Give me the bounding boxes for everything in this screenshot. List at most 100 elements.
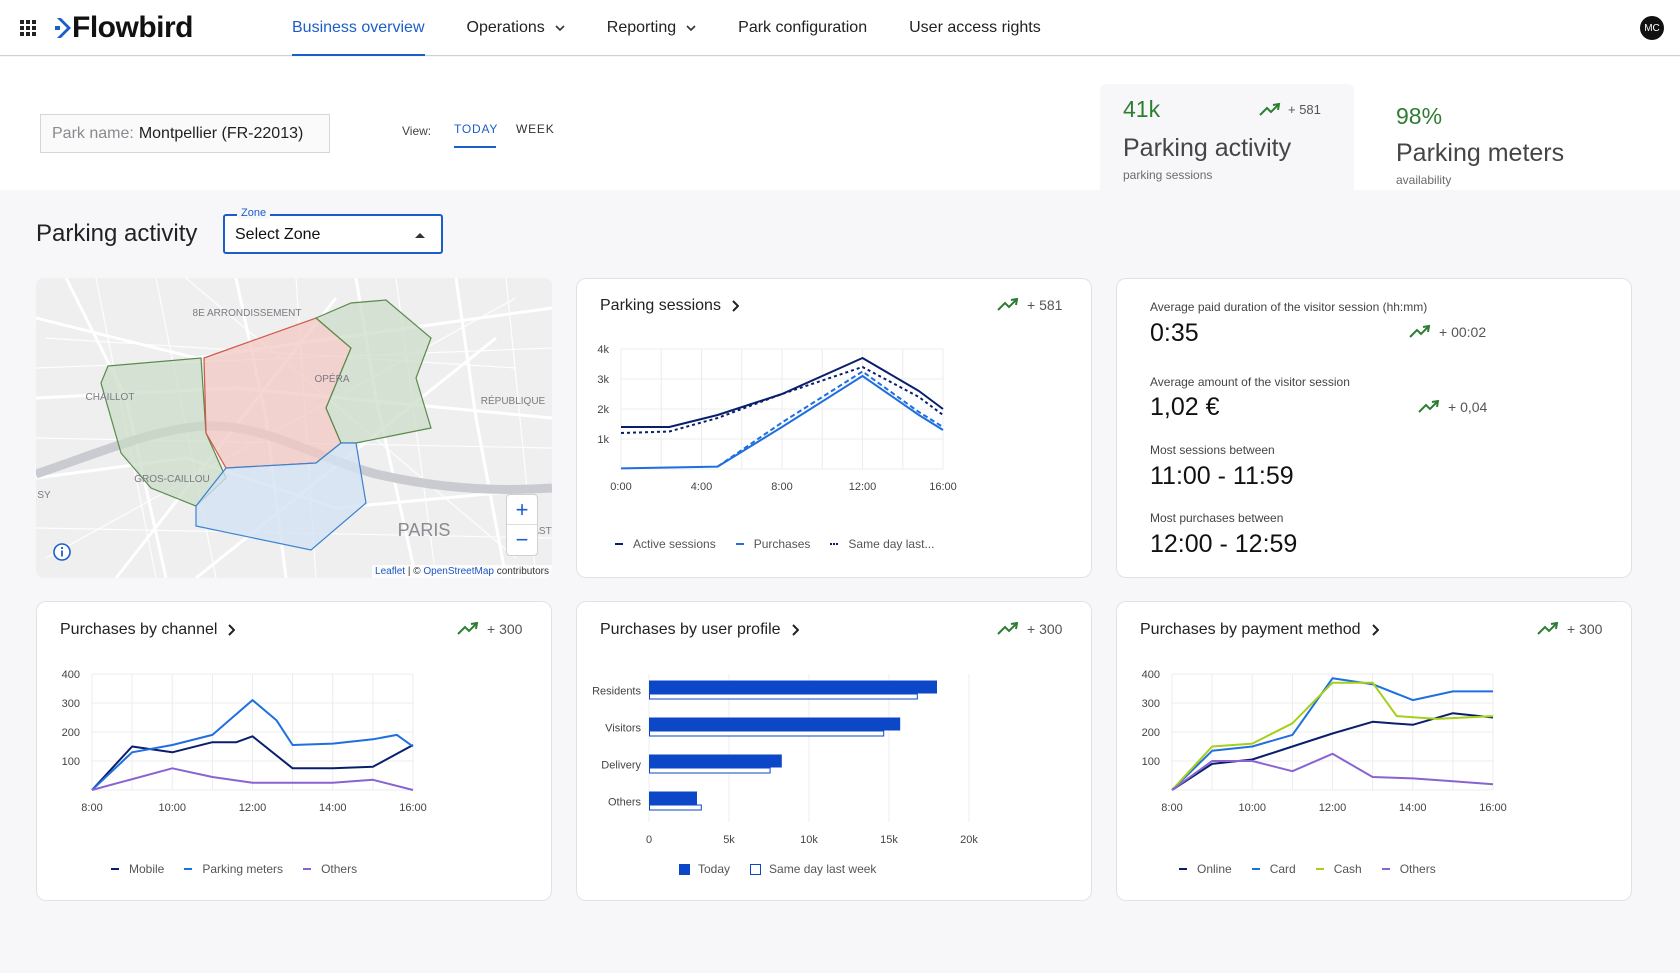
y-tick-label: 200: [1142, 727, 1160, 739]
card-parking-sessions: Parking sessions + 581 1k 2k 3k 4k 0:00 4:00 8…: [576, 278, 1092, 578]
legend-item[interactable]: Purchases: [735, 537, 810, 551]
card-purchases-by-payment-method: Purchases by payment method + 300 100 200…: [1116, 601, 1632, 901]
legend-swatch: [750, 863, 762, 875]
series-line-purchases: [620, 375, 944, 470]
series-line-card: [1171, 677, 1493, 791]
x-tick-label: 16:00: [1479, 802, 1507, 814]
bar-last-week: [649, 767, 771, 774]
card-title-link[interactable]: Purchases by user profile: [600, 621, 799, 639]
kpi-trend-value: + 581: [1288, 102, 1321, 117]
zone-select-label: Zone: [237, 207, 271, 219]
map-label-opera: OPÉRA: [314, 372, 349, 385]
nav-label: User access rights: [909, 19, 1041, 36]
x-tick-label: 14:00: [1399, 802, 1427, 814]
legend-label: Online: [1197, 862, 1232, 876]
bar-last-week: [649, 730, 885, 737]
legend-swatch: [1179, 868, 1187, 870]
legend-item[interactable]: Others: [303, 862, 357, 876]
kpi-trend: + 581: [1259, 102, 1321, 117]
card-title-link[interactable]: Purchases by channel: [60, 621, 236, 639]
zone-map[interactable]: 8E ARRONDISSEMENT OPÉRA CHAILLOT RÉPUBLI…: [36, 278, 552, 578]
legend-item[interactable]: Cash: [1315, 862, 1362, 876]
legend-item[interactable]: Same day last...: [830, 537, 934, 551]
zone-select[interactable]: Zone Select Zone: [223, 207, 443, 254]
stat-value: 11:00 - 11:59: [1150, 462, 1294, 490]
card-title-text: Purchases by payment method: [1140, 621, 1361, 638]
card-trend-value: + 581: [1027, 297, 1063, 313]
legend-item[interactable]: Parking meters: [184, 862, 283, 876]
trending-up-icon: [1259, 102, 1281, 116]
chevron-right-icon: [1371, 624, 1379, 636]
chart-legend: Mobile Parking meters Others: [111, 862, 377, 876]
card-title-link[interactable]: Parking sessions: [600, 297, 739, 315]
avatar[interactable]: MC: [1640, 16, 1664, 40]
card-purchases-by-user-profile: Purchases by user profile + 300 0 5k 10k 15…: [576, 601, 1092, 901]
y-tick-label: 2k: [597, 404, 609, 416]
legend-item[interactable]: Same day last week: [750, 862, 876, 876]
nav-operations[interactable]: Operations: [467, 0, 565, 56]
category-label: Residents: [592, 686, 641, 698]
x-tick-label: 8:00: [771, 481, 792, 493]
apps-grid-icon[interactable]: [20, 20, 36, 36]
zoom-out-button[interactable]: −: [515, 527, 529, 552]
view-tab-today[interactable]: TODAY: [454, 122, 499, 136]
card-purchases-by-channel: Purchases by channel + 300 100 200 300 400 8…: [36, 601, 552, 901]
card-title-link[interactable]: Purchases by payment method: [1140, 621, 1379, 639]
series-line-cash: [1171, 681, 1494, 791]
map-label-gros-caillou: GROS-CAILLOU: [134, 474, 210, 485]
legend-item[interactable]: Today: [679, 862, 730, 876]
legend-label: Card: [1269, 862, 1296, 876]
nav-label: Business overview: [292, 19, 425, 36]
nav-reporting[interactable]: Reporting: [607, 0, 696, 56]
legend-swatch: [1381, 868, 1390, 870]
card-trend: + 300: [457, 621, 522, 637]
legend-label: Mobile: [129, 862, 165, 876]
info-icon[interactable]: [52, 542, 72, 562]
bar-today: [649, 717, 901, 731]
x-tick-label: 0:00: [610, 481, 631, 493]
y-tick-label: 400: [62, 669, 80, 681]
category-label: Delivery: [601, 760, 641, 772]
kpi-parking-meters[interactable]: 98% Parking meters availability: [1374, 84, 1664, 190]
legend-label: Others: [321, 862, 358, 876]
legend-swatch: [184, 868, 193, 870]
chart-legend: Active sessions Purchases Same day last.…: [615, 537, 954, 551]
bar-today: [649, 754, 782, 768]
x-tick-label: 10:00: [158, 802, 186, 814]
brand-logo[interactable]: Flowbird: [55, 11, 193, 44]
series-line-online: [1171, 712, 1494, 791]
attribution-separator: | ©: [405, 566, 424, 577]
x-tick-label: 14:00: [319, 802, 347, 814]
zoom-in-button[interactable]: +: [507, 495, 537, 525]
openstreetmap-link[interactable]: OpenStreetMap: [423, 566, 494, 577]
zone-select-value: Select Zone: [235, 226, 321, 243]
card-trend: + 581: [997, 297, 1062, 313]
legend-swatch: [1251, 868, 1260, 870]
chevron-down-icon: [686, 25, 696, 32]
x-tick-label: 12:00: [849, 481, 877, 493]
legend-item[interactable]: Card: [1251, 862, 1296, 876]
series-line-others: [1171, 752, 1494, 791]
legend-label: Today: [698, 862, 731, 876]
x-tick-label: 12:00: [239, 802, 267, 814]
legend-item[interactable]: Online: [1179, 862, 1232, 876]
legend-item[interactable]: Active sessions: [615, 537, 716, 551]
park-name-field[interactable]: Park name: Montpellier (FR-22013): [40, 114, 330, 153]
kpi-value: 98%: [1396, 103, 1443, 129]
nav-user-access-rights[interactable]: User access rights: [909, 0, 1041, 56]
stat-value: 1,02 €: [1150, 393, 1220, 421]
legend-item[interactable]: Others: [1381, 862, 1436, 876]
nav-business-overview[interactable]: Business overview: [292, 0, 425, 56]
view-tab-week[interactable]: WEEK: [516, 122, 555, 136]
legend-item[interactable]: Mobile: [111, 862, 164, 876]
x-tick-label: 8:00: [81, 802, 102, 814]
chart-legend: Today Same day last week: [679, 862, 896, 876]
x-tick-label: 20k: [960, 834, 978, 846]
x-tick-label: 0: [646, 834, 652, 846]
kpi-parking-activity[interactable]: 41k + 581 Parking activity parking sessi…: [1100, 84, 1354, 190]
y-tick-label: 100: [62, 756, 80, 768]
bar-today: [649, 680, 937, 694]
view-label: View:: [402, 124, 432, 138]
nav-park-configuration[interactable]: Park configuration: [738, 0, 867, 56]
leaflet-link[interactable]: Leaflet: [375, 566, 406, 577]
